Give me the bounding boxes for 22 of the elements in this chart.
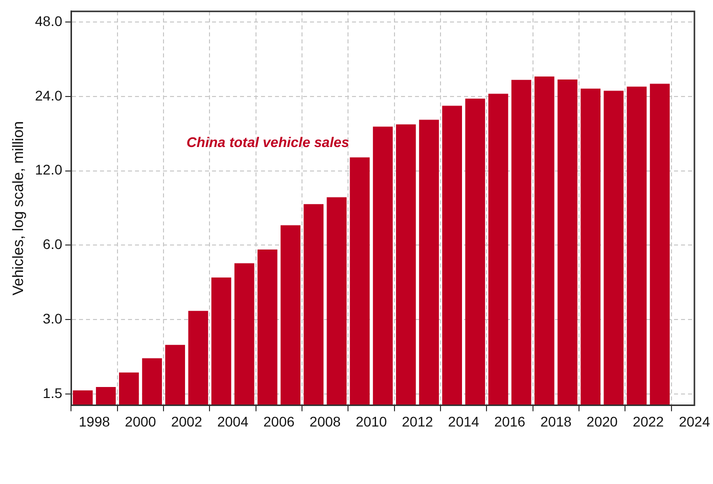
x-tick-label: 2014	[448, 413, 480, 430]
y-tick-label: 12.0	[35, 162, 62, 178]
y-tick-label: 6.0	[42, 236, 62, 252]
x-tick-label: 2022	[632, 413, 664, 430]
x-tick-label: 2008	[310, 413, 341, 430]
x-tick-label: 2000	[124, 413, 156, 430]
y-axis-title: Vehicles, log scale, million	[10, 121, 28, 296]
x-tick-label: 2010	[356, 413, 388, 430]
series-label: China total vehicle sales	[186, 134, 350, 150]
y-tick-label: 1.5	[42, 384, 62, 401]
y-tick-label: 24.0	[35, 87, 62, 104]
x-tick-label: 2024	[678, 413, 710, 430]
x-tick-label: 2006	[263, 413, 295, 430]
y-tick-label: 3.0	[42, 310, 62, 326]
x-tick-label: 1998	[78, 413, 110, 430]
x-tick-label: 2004	[217, 413, 249, 430]
x-tick-label: 2018	[540, 413, 572, 430]
x-tick-label: 2016	[494, 413, 526, 430]
y-tick-label: 48.0	[35, 12, 62, 29]
x-tick-label: 2020	[586, 413, 618, 430]
x-tick-label: 2002	[171, 413, 202, 430]
x-tick-label: 2012	[402, 413, 434, 430]
